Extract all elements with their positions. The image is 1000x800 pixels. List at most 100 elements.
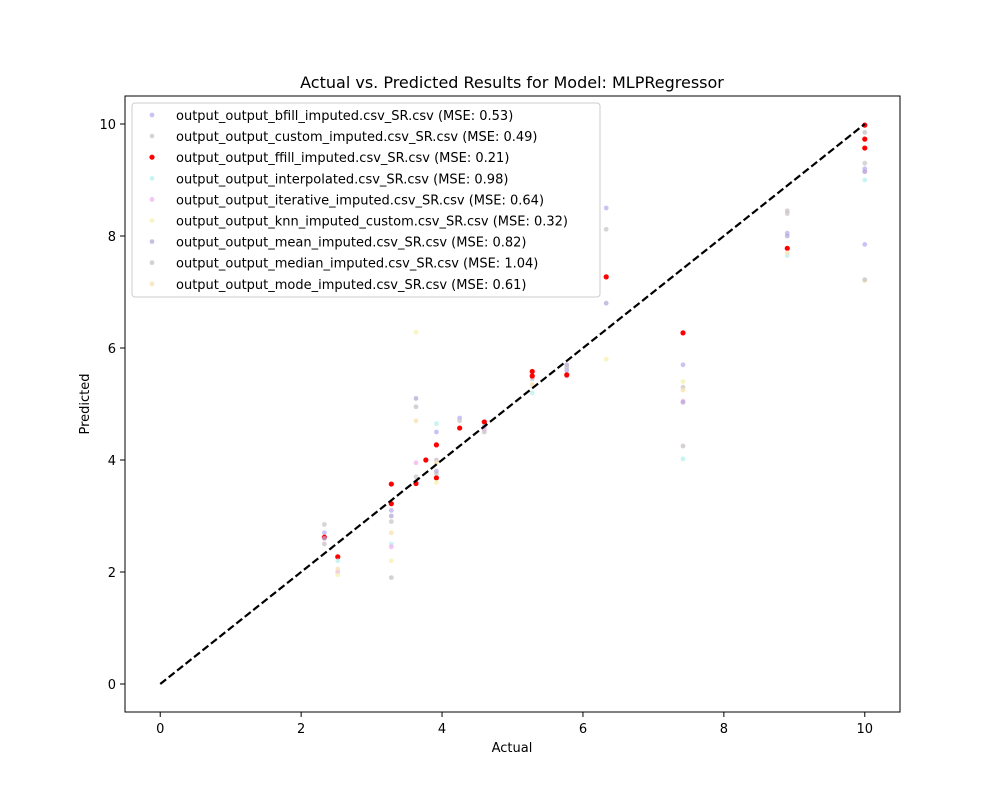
legend-label: output_output_knn_imputed_custom.csv_SR.…	[176, 215, 568, 230]
legend-marker	[149, 218, 155, 223]
legend-label: output_output_mean_imputed.csv_SR.csv (M…	[176, 236, 526, 251]
data-point-series-2	[680, 330, 686, 336]
data-point-series-2	[603, 274, 609, 280]
data-point-series-2	[529, 368, 535, 375]
data-point-series-0	[434, 429, 439, 435]
data-point-series-1	[457, 418, 463, 424]
data-point-series-2	[564, 372, 570, 378]
data-point-series-6	[784, 233, 790, 239]
x-tick-label: 6	[579, 722, 587, 737]
legend-label: output_output_mode_imputed.csv_SR.csv (M…	[176, 278, 526, 293]
data-point-series-0	[603, 205, 609, 211]
data-point-series-6	[680, 399, 686, 405]
data-point-series-7	[784, 208, 790, 214]
legend-marker	[149, 281, 155, 287]
data-point-series-5	[335, 572, 341, 578]
legend-label: output_output_interpolated.csv_SR.csv (M…	[176, 172, 508, 187]
data-point-series-4	[413, 460, 419, 466]
data-point-series-7	[481, 429, 487, 435]
data-point-series-8	[529, 382, 535, 387]
x-tick-label: 10	[856, 722, 873, 737]
data-point-series-2	[862, 145, 868, 151]
data-point-series-1	[388, 519, 394, 524]
data-point-series-7	[413, 404, 419, 410]
data-point-series-0	[862, 242, 868, 247]
data-point-series-3	[434, 421, 439, 426]
legend-box	[131, 102, 601, 298]
data-point-series-7	[564, 365, 570, 370]
data-point-series-6	[434, 468, 439, 474]
legend-marker	[149, 239, 155, 245]
data-point-series-6	[388, 513, 394, 519]
x-tick-label: 4	[438, 722, 446, 737]
data-point-series-6	[321, 536, 327, 541]
data-point-series-2	[388, 481, 394, 487]
data-point-series-7	[862, 130, 868, 135]
data-point-series-3	[529, 390, 535, 396]
legend: output_output_bfill_imputed.csv_SR.csv (…	[131, 102, 601, 298]
data-point-series-6	[862, 169, 868, 175]
x-axis-title: Actual	[492, 741, 533, 756]
axes-frame	[124, 95, 901, 713]
y-tick-label: 0	[108, 678, 116, 693]
data-point-series-8	[784, 250, 790, 256]
x-tick-label: 2	[297, 722, 305, 737]
y-tick-label: 10	[99, 118, 116, 133]
data-point-series-7	[862, 277, 868, 283]
data-point-series-5	[388, 558, 394, 564]
legend-label: output_output_custom_imputed.csv_SR.csv …	[176, 130, 537, 145]
data-point-series-4	[388, 544, 394, 550]
data-point-series-2	[433, 475, 440, 481]
y-tick-label: 2	[108, 566, 116, 581]
legend-items: output_output_bfill_imputed.csv_SR.csv (…	[149, 109, 568, 293]
data-point-series-2	[862, 136, 868, 142]
data-point-series-3	[335, 558, 341, 564]
legend-marker	[149, 112, 155, 118]
data-point-series-5	[603, 356, 609, 362]
data-point-series-2	[335, 554, 341, 560]
data-point-series-7	[680, 443, 686, 449]
data-point-series-5	[680, 379, 686, 384]
data-point-series-3	[862, 177, 868, 183]
x-tick-label: 8	[720, 722, 728, 737]
legend-label: output_output_median_imputed.csv_SR.csv …	[176, 257, 538, 272]
data-point-series-2	[529, 373, 535, 379]
y-axis-ticks: 0 2 4 6 8 10	[99, 118, 125, 693]
points-layer	[321, 122, 868, 580]
legend-label: output_output_ffill_imputed.csv_SR.csv (…	[176, 151, 509, 166]
data-point-series-8	[680, 387, 686, 393]
legend-marker	[149, 260, 155, 266]
x-axis-ticks: 0 2 4 6 8 10	[156, 712, 873, 737]
data-point-series-5	[434, 480, 439, 485]
data-point-series-7	[388, 575, 394, 580]
data-point-series-2	[423, 457, 429, 463]
data-point-series-7	[321, 541, 327, 547]
chart-title: Actual vs. Predicted Results for Model: …	[300, 73, 724, 92]
data-point-series-6	[603, 300, 609, 306]
y-tick-label: 4	[108, 454, 116, 469]
legend-marker	[149, 154, 155, 160]
legend-label: output_output_bfill_imputed.csv_SR.csv (…	[176, 109, 513, 124]
data-point-series-5	[413, 329, 419, 335]
legend-marker	[149, 133, 155, 139]
data-point-series-8	[388, 530, 394, 536]
data-point-series-1	[862, 160, 868, 166]
legend-label: output_output_iterative_imputed.csv_SR.c…	[176, 193, 544, 208]
data-point-series-6	[413, 396, 419, 401]
data-point-series-0	[388, 508, 394, 513]
data-point-series-2	[433, 442, 440, 448]
data-point-series-0	[680, 362, 686, 368]
data-point-series-2	[784, 245, 790, 251]
data-point-series-8	[413, 418, 419, 424]
legend-marker	[149, 175, 155, 181]
y-axis-title: Predicted	[78, 373, 93, 434]
identity-reference-line	[159, 123, 866, 685]
data-point-series-2	[481, 419, 487, 425]
data-point-series-0	[321, 530, 327, 536]
data-point-series-3	[680, 456, 686, 462]
y-tick-label: 6	[108, 342, 116, 357]
data-point-series-1	[413, 474, 419, 480]
data-point-series-2	[457, 425, 463, 431]
